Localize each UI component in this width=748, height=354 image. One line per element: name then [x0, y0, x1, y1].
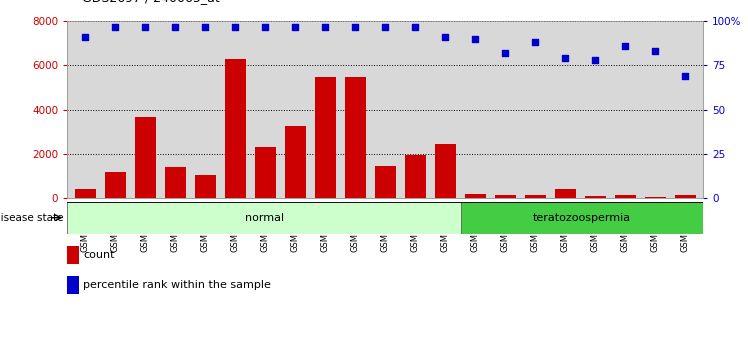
Bar: [465, 194, 485, 198]
Bar: [585, 196, 606, 198]
Bar: [555, 189, 576, 198]
Point: [169, 24, 181, 29]
Point: [79, 34, 91, 40]
Point: [379, 24, 391, 29]
Point: [560, 56, 571, 61]
Bar: [67, 276, 79, 295]
Bar: [194, 175, 215, 198]
Point: [589, 57, 601, 63]
Bar: [75, 189, 96, 198]
Point: [319, 24, 331, 29]
Bar: [105, 172, 126, 198]
Point: [679, 73, 691, 79]
Bar: [461, 202, 703, 234]
Bar: [524, 195, 546, 198]
Bar: [375, 166, 396, 198]
Point: [529, 40, 541, 45]
Point: [349, 24, 361, 29]
Bar: [435, 144, 456, 198]
Point: [469, 36, 481, 42]
Text: percentile rank within the sample: percentile rank within the sample: [83, 280, 271, 290]
Text: normal: normal: [245, 213, 283, 223]
Point: [289, 24, 301, 29]
Text: teratozoospermia: teratozoospermia: [533, 213, 631, 223]
Point: [499, 50, 511, 56]
Bar: [255, 147, 276, 198]
Bar: [67, 246, 79, 264]
Bar: [675, 195, 696, 198]
Bar: [67, 202, 461, 234]
Bar: [315, 76, 336, 198]
Point: [230, 24, 242, 29]
Point: [199, 24, 211, 29]
Text: disease state: disease state: [0, 213, 64, 223]
Text: GDS2697 / 240065_at: GDS2697 / 240065_at: [82, 0, 220, 4]
Bar: [285, 126, 306, 198]
Point: [260, 24, 272, 29]
Point: [109, 24, 121, 29]
Bar: [135, 118, 156, 198]
Point: [439, 34, 451, 40]
Bar: [345, 76, 366, 198]
Point: [139, 24, 151, 29]
Bar: [224, 59, 246, 198]
Point: [409, 24, 421, 29]
Bar: [405, 155, 426, 198]
Point: [649, 48, 661, 54]
Point: [619, 43, 631, 49]
Text: count: count: [83, 250, 114, 260]
Bar: [494, 195, 515, 198]
Bar: [615, 195, 636, 198]
Bar: [165, 167, 186, 198]
